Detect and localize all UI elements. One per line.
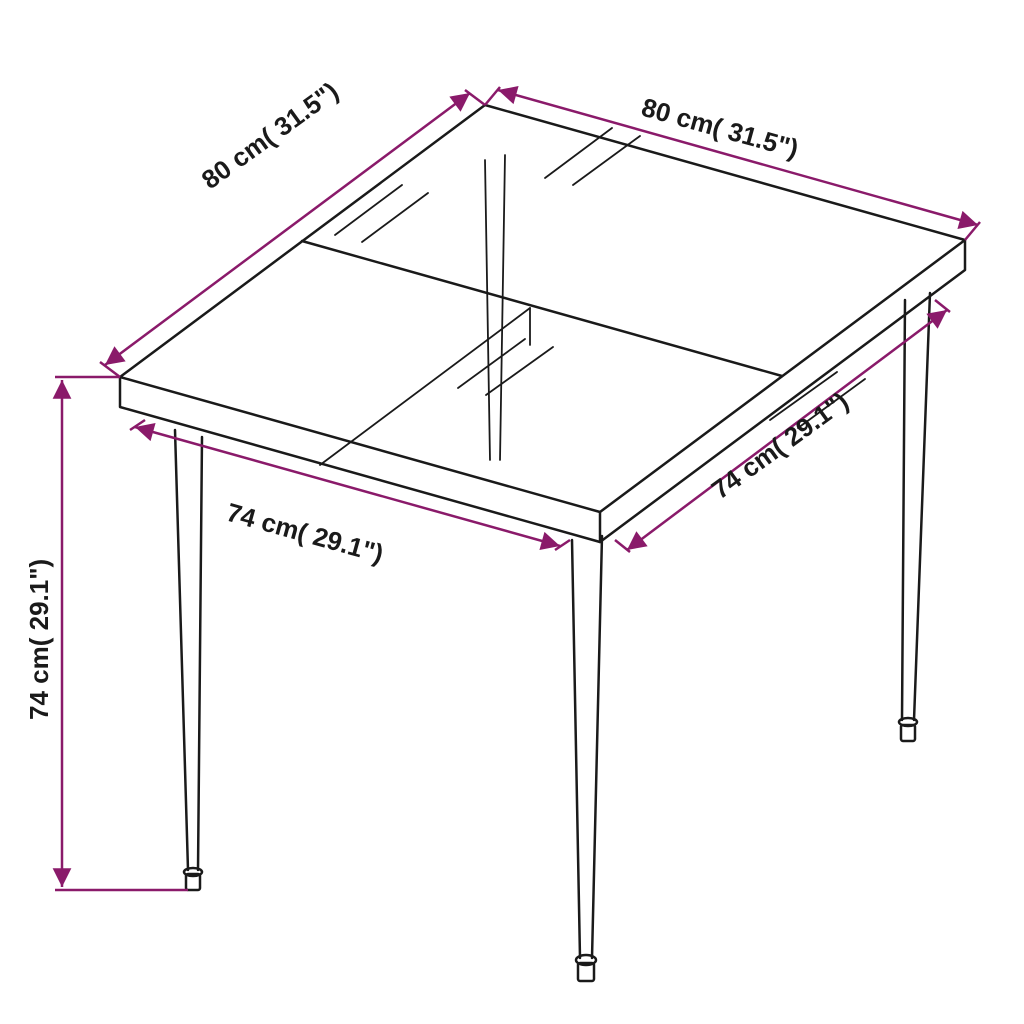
dim-top-width: 80 cm( 31.5") xyxy=(100,76,485,377)
dim-top-width-label: 80 cm( 31.5") xyxy=(196,76,344,195)
dim-top-depth: 80 cm( 31.5") xyxy=(485,87,980,240)
dim-frame-width-label: 74 cm( 29.1") xyxy=(223,497,386,569)
table-legs xyxy=(175,155,930,981)
dimension-diagram: 80 cm( 31.5") 80 cm( 31.5") 74 cm( 29.1"… xyxy=(0,0,1024,1024)
dim-frame-depth: 74 cm( 29.1") xyxy=(615,300,950,552)
dim-height-label: 74 cm( 29.1") xyxy=(24,559,54,720)
dim-height: 74 cm( 29.1") xyxy=(24,377,188,890)
